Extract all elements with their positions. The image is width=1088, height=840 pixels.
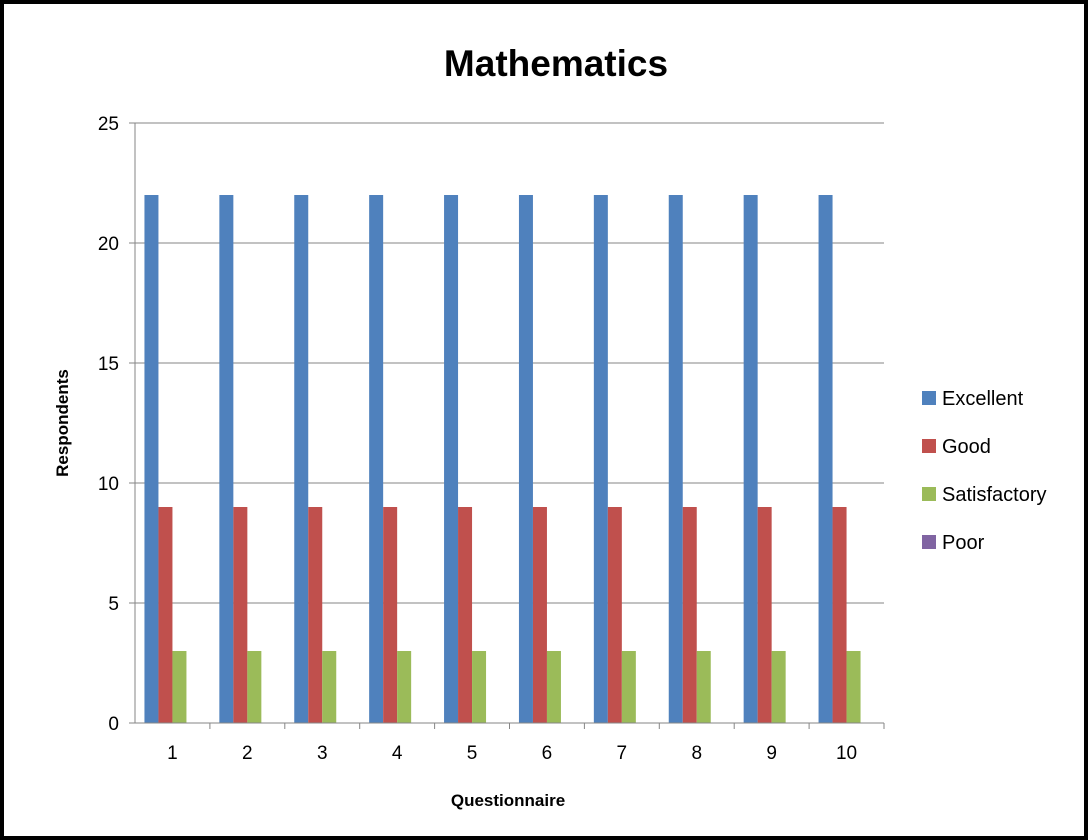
y-tick-label: 0 <box>108 714 119 735</box>
legend-label-poor: Poor <box>942 532 985 554</box>
bar-excellent-1 <box>144 195 159 723</box>
bar-good-7 <box>607 507 622 723</box>
x-tick-label: 3 <box>317 743 328 764</box>
bar-satisfactory-3 <box>322 651 337 723</box>
x-tick-labels: 1 2 3 4 5 6 7 8 9 10 <box>167 723 885 764</box>
bar-excellent-7 <box>593 195 608 723</box>
bar-satisfactory-10 <box>846 651 861 723</box>
bar-good-10 <box>832 507 847 723</box>
legend-swatch-good <box>922 439 936 453</box>
bar-satisfactory-6 <box>546 651 561 723</box>
y-tick-label: 25 <box>98 114 119 135</box>
bar-satisfactory-7 <box>621 651 636 723</box>
bar-excellent-8 <box>668 195 683 723</box>
bar-excellent-5 <box>444 195 459 723</box>
bar-satisfactory-1 <box>172 651 187 723</box>
bar-satisfactory-2 <box>247 651 262 723</box>
bar-good-3 <box>308 507 323 723</box>
bar-satisfactory-8 <box>696 651 711 723</box>
x-tick-label: 4 <box>392 743 403 764</box>
y-tick-label: 10 <box>98 474 119 495</box>
legend-swatch-excellent <box>922 391 936 405</box>
y-tick-labels: 0 5 10 15 20 25 <box>98 114 135 735</box>
x-tick-label: 6 <box>542 743 553 764</box>
chart-title: Mathematics <box>444 43 668 84</box>
legend: Excellent Good Satisfactory Poor <box>922 388 1046 554</box>
bar-excellent-6 <box>518 195 533 723</box>
x-tick-label: 9 <box>766 743 777 764</box>
bar-excellent-9 <box>743 195 758 723</box>
y-tick-label: 20 <box>98 234 119 255</box>
bar-good-9 <box>757 507 772 723</box>
bar-excellent-3 <box>294 195 309 723</box>
legend-label-excellent: Excellent <box>942 388 1024 410</box>
x-tick-label: 1 <box>167 743 178 764</box>
bar-good-6 <box>532 507 547 723</box>
bar-satisfactory-5 <box>472 651 487 723</box>
legend-swatch-satisfactory <box>922 487 936 501</box>
legend-label-satisfactory: Satisfactory <box>942 484 1046 506</box>
y-tick-label: 15 <box>98 354 119 375</box>
legend-swatch-poor <box>922 535 936 549</box>
legend-label-good: Good <box>942 436 991 458</box>
x-tick-label: 2 <box>242 743 253 764</box>
bar-satisfactory-4 <box>397 651 412 723</box>
x-tick-label: 10 <box>836 743 857 764</box>
x-axis-title: Questionnaire <box>451 791 565 810</box>
bar-good-8 <box>682 507 697 723</box>
bar-excellent-4 <box>369 195 384 723</box>
bar-excellent-10 <box>818 195 833 723</box>
y-tick-label: 5 <box>108 594 119 615</box>
bar-good-4 <box>383 507 398 723</box>
bars <box>144 195 861 723</box>
bar-good-2 <box>233 507 248 723</box>
bar-satisfactory-9 <box>771 651 786 723</box>
bar-good-5 <box>458 507 473 723</box>
x-tick-label: 5 <box>467 743 478 764</box>
bar-excellent-2 <box>219 195 234 723</box>
y-axis-title: Respondents <box>53 369 72 477</box>
x-tick-label: 7 <box>617 743 628 764</box>
x-tick-label: 8 <box>691 743 702 764</box>
bar-good-1 <box>158 507 173 723</box>
